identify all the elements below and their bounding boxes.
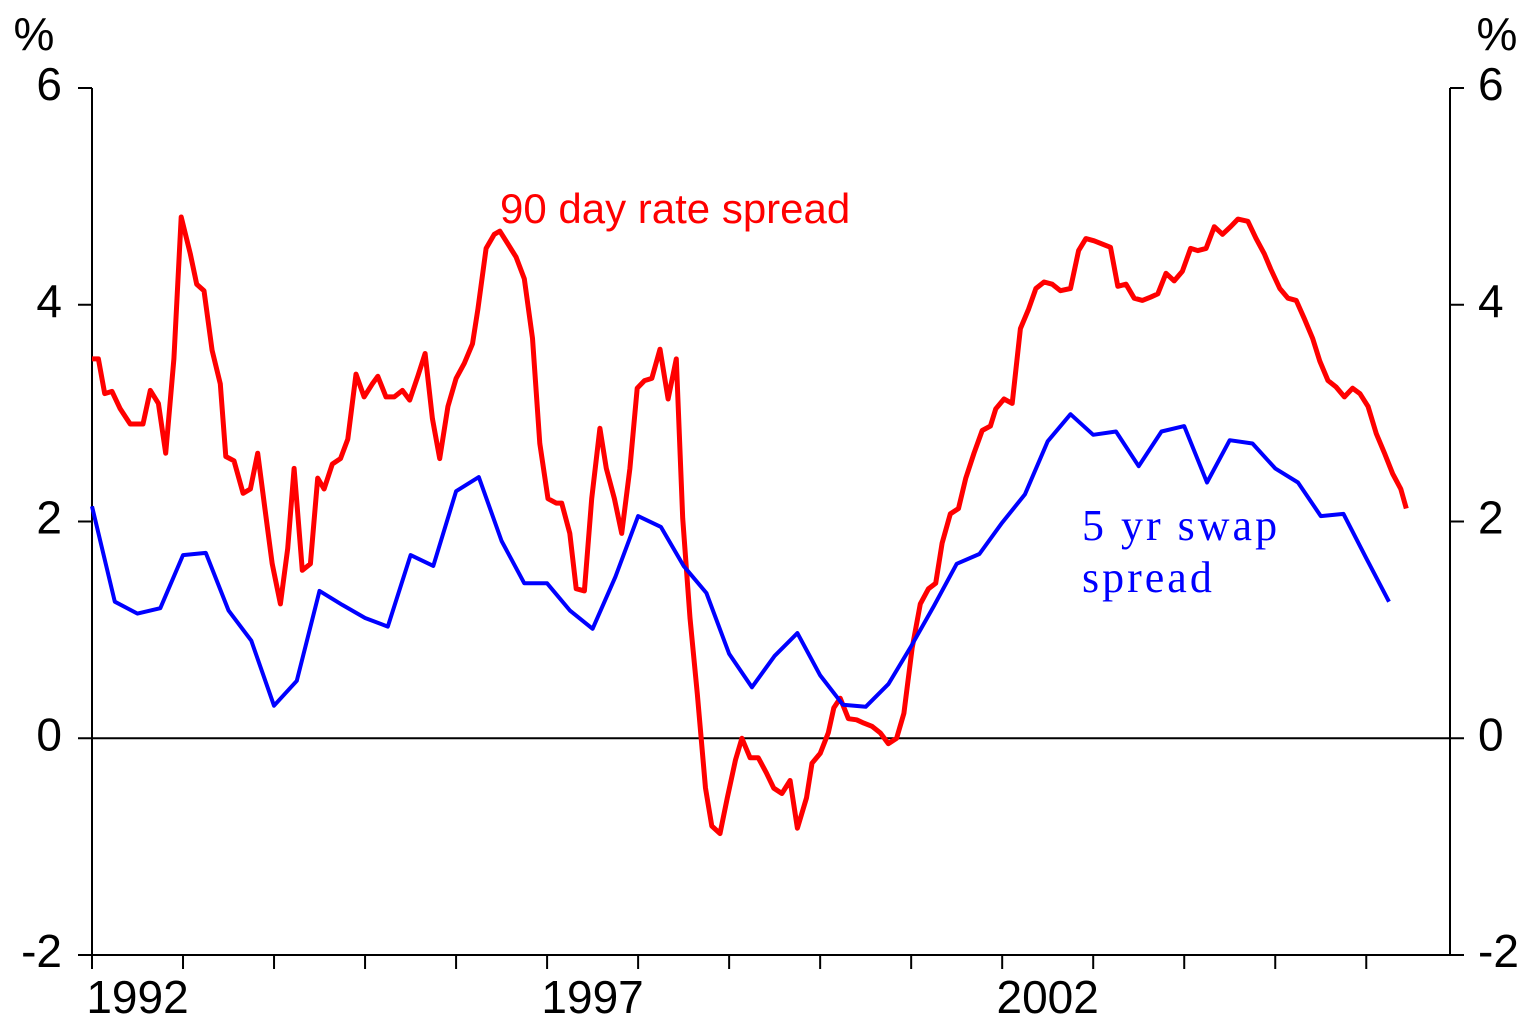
y-tick-label: 0 [36, 708, 62, 760]
y-tick-label: 4 [36, 275, 62, 327]
y2-tick-label: 2 [1478, 492, 1504, 544]
annotation: spread [1082, 553, 1215, 602]
y2-tick-label: 0 [1478, 708, 1504, 760]
y-unit: % [14, 8, 55, 60]
series-line [92, 214, 1409, 837]
y-tick-label: 2 [36, 492, 62, 544]
y-tick-label: 6 [36, 58, 62, 110]
x-tick-label: 2002 [997, 971, 1099, 1023]
y2-tick-label: 6 [1478, 58, 1504, 110]
y2-tick-label: 4 [1478, 275, 1504, 327]
x-tick-label: 1997 [541, 971, 643, 1023]
y-tick-label: -2 [21, 925, 62, 977]
series-line [90, 412, 1391, 709]
y2-tick-label: -2 [1478, 925, 1519, 977]
annotation: 5 yr swap [1082, 501, 1280, 550]
annotation: 90 day rate spread [500, 185, 850, 232]
x-tick-label: 1992 [86, 971, 188, 1023]
y2-unit: % [1477, 8, 1518, 60]
